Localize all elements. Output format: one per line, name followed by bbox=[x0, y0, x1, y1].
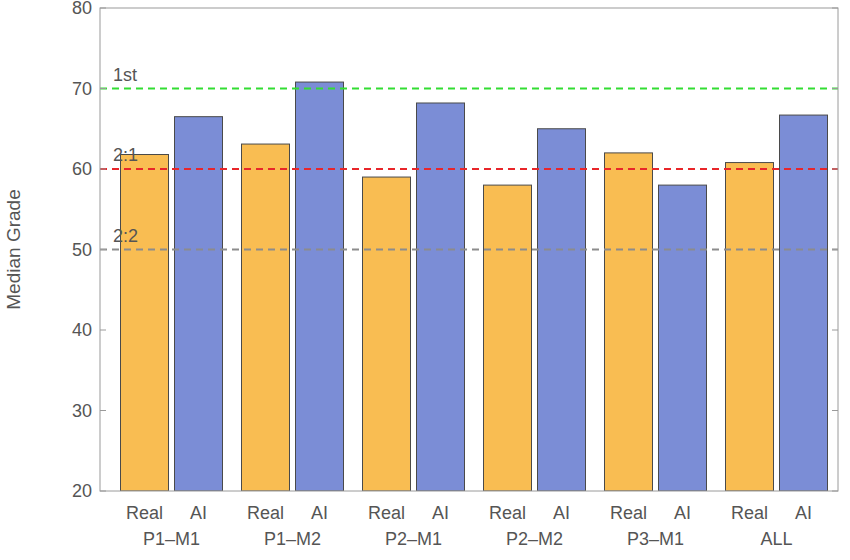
series-label: Real bbox=[368, 503, 405, 523]
tick bbox=[100, 249, 106, 250]
bar bbox=[242, 144, 290, 491]
series-label: AI bbox=[311, 503, 328, 523]
tick-label: 40 bbox=[72, 320, 92, 340]
tick bbox=[100, 88, 106, 89]
tick-label: 20 bbox=[72, 481, 92, 501]
tick bbox=[832, 169, 838, 170]
series-label: AI bbox=[190, 503, 207, 523]
bar bbox=[175, 117, 223, 491]
bar bbox=[726, 163, 774, 491]
series-label: Real bbox=[247, 503, 284, 523]
tick bbox=[100, 491, 106, 492]
series-label: AI bbox=[432, 503, 449, 523]
bar bbox=[121, 155, 169, 491]
series-label: Real bbox=[731, 503, 768, 523]
tick-label: 50 bbox=[72, 240, 92, 260]
reference-label: 2:2 bbox=[113, 226, 138, 246]
series-label: AI bbox=[553, 503, 570, 523]
tick-label: 70 bbox=[72, 79, 92, 99]
category-label: P1–M1 bbox=[143, 529, 200, 549]
category-label: P2–M1 bbox=[385, 529, 442, 549]
series-label: AI bbox=[674, 503, 691, 523]
series-label: Real bbox=[489, 503, 526, 523]
tick bbox=[100, 169, 106, 170]
reference-line bbox=[100, 249, 838, 251]
bar bbox=[363, 177, 411, 491]
tick bbox=[100, 410, 106, 411]
reference-line bbox=[100, 168, 838, 170]
tick-label: 80 bbox=[72, 0, 92, 18]
bar bbox=[484, 185, 532, 491]
bar bbox=[538, 129, 586, 491]
category-label: ALL bbox=[760, 529, 792, 549]
tick-label: 60 bbox=[72, 159, 92, 179]
bar bbox=[605, 153, 653, 491]
y-axis-label: Median Grade bbox=[3, 189, 24, 309]
category-label: P3–M1 bbox=[627, 529, 684, 549]
bars bbox=[121, 82, 828, 491]
reference-line bbox=[100, 88, 838, 90]
reference-label: 2:1 bbox=[113, 145, 138, 165]
tick bbox=[832, 330, 838, 331]
tick-label: 30 bbox=[72, 401, 92, 421]
bar bbox=[417, 103, 465, 491]
series-label: AI bbox=[795, 503, 812, 523]
bar bbox=[296, 82, 344, 491]
tick bbox=[832, 410, 838, 411]
tick bbox=[100, 330, 106, 331]
plot-frame bbox=[100, 8, 838, 491]
tick bbox=[100, 8, 106, 9]
tick bbox=[832, 491, 838, 492]
bar bbox=[780, 115, 828, 491]
tick bbox=[832, 8, 838, 9]
bar bbox=[659, 185, 707, 491]
series-label: Real bbox=[126, 503, 163, 523]
series-label: Real bbox=[610, 503, 647, 523]
tick bbox=[832, 88, 838, 89]
chart: Real AI P1–M1 Real AI P1–M2 Real AI P2–M1 Real AI P… bbox=[0, 0, 850, 560]
reference-label: 1st bbox=[113, 65, 137, 85]
category-label: P1–M2 bbox=[264, 529, 321, 549]
category-label: P2–M2 bbox=[506, 529, 563, 549]
tick bbox=[832, 249, 838, 250]
